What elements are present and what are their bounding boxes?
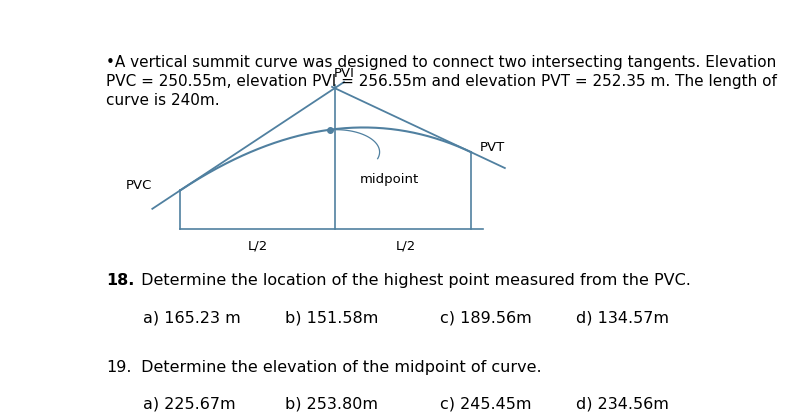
Text: c) 245.45m: c) 245.45m — [440, 396, 531, 412]
Text: midpoint: midpoint — [359, 173, 419, 186]
Text: b) 253.80m: b) 253.80m — [285, 396, 378, 412]
Text: 19.: 19. — [106, 360, 132, 375]
Text: •A vertical summit curve was designed to connect two intersecting tangents. Elev: •A vertical summit curve was designed to… — [106, 55, 776, 70]
Text: Determine the location of the highest point measured from the PVC.: Determine the location of the highest po… — [136, 273, 690, 288]
Text: L/2: L/2 — [247, 240, 267, 253]
Text: d) 234.56m: d) 234.56m — [576, 396, 669, 412]
Text: L/2: L/2 — [396, 240, 416, 253]
Text: PVC = 250.55m, elevation PVI = 256.55m and elevation PVT = 252.35 m. The length : PVC = 250.55m, elevation PVI = 256.55m a… — [106, 74, 776, 89]
Text: c) 189.56m: c) 189.56m — [440, 310, 531, 325]
Text: a) 225.67m: a) 225.67m — [143, 396, 235, 412]
Text: PVC: PVC — [126, 179, 152, 192]
Text: a) 165.23 m: a) 165.23 m — [143, 310, 241, 325]
Text: PVI: PVI — [334, 67, 354, 80]
Text: b) 151.58m: b) 151.58m — [285, 310, 379, 325]
Text: PVT: PVT — [480, 141, 505, 154]
Text: 18.: 18. — [106, 273, 134, 288]
Text: Determine the elevation of the midpoint of curve.: Determine the elevation of the midpoint … — [136, 360, 541, 375]
Text: curve is 240m.: curve is 240m. — [106, 93, 219, 108]
Text: d) 134.57m: d) 134.57m — [576, 310, 669, 325]
